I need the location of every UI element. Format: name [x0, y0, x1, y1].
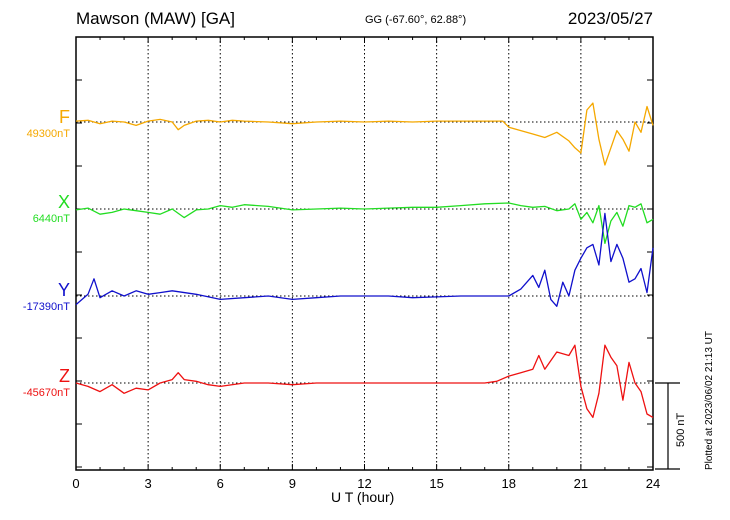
component-label-z: Z -45670nT: [0, 366, 70, 399]
component-label-f: F 49300nT: [0, 107, 70, 140]
series-lines: [75, 102, 654, 419]
chart-date: 2023/05/27: [567, 9, 653, 28]
series-line-x: [75, 202, 654, 245]
x-tick-label-12: 12: [357, 476, 371, 491]
x-tick-label-6: 6: [217, 476, 224, 491]
component-label-x: X 6440nT: [0, 192, 70, 225]
component-name-z: Z: [59, 366, 70, 386]
station-coordinates: GG (-67.60°, 62.88°): [365, 14, 467, 26]
component-name-f: F: [59, 107, 70, 127]
series-line-f: [75, 102, 654, 166]
axis-ticks: 0 3 6 9 12 15 18 21 24: [72, 37, 660, 491]
x-tick-label-9: 9: [289, 476, 296, 491]
chart-title: Mawson (MAW) [GA]: [76, 9, 235, 28]
baseline-value-x: 6440nT: [32, 213, 70, 225]
component-label-y: Y -17390nT: [0, 280, 70, 313]
plotted-timestamp: Plotted at 2023/06/02 21:13 UT: [704, 331, 715, 470]
series-line-y: [75, 212, 654, 307]
x-tick-label-21: 21: [574, 476, 588, 491]
baseline-value-z: -45670nT: [22, 387, 70, 399]
baseline-value-y: -17390nT: [22, 301, 70, 313]
x-tick-label-0: 0: [72, 476, 79, 491]
x-tick-label-3: 3: [145, 476, 152, 491]
grid-lines: [147, 37, 582, 470]
x-tick-label-18: 18: [502, 476, 516, 491]
baseline-value-f: 49300nT: [26, 128, 70, 140]
x-tick-label-24: 24: [646, 476, 660, 491]
x-tick-label-15: 15: [429, 476, 443, 491]
x-axis-label: U T (hour): [331, 489, 395, 505]
scale-bar-label: 500 nT: [675, 412, 687, 447]
series-line-z: [75, 344, 654, 419]
component-name-x: X: [57, 192, 70, 212]
component-name-y: Y: [57, 280, 70, 300]
scale-bar: [655, 382, 680, 470]
